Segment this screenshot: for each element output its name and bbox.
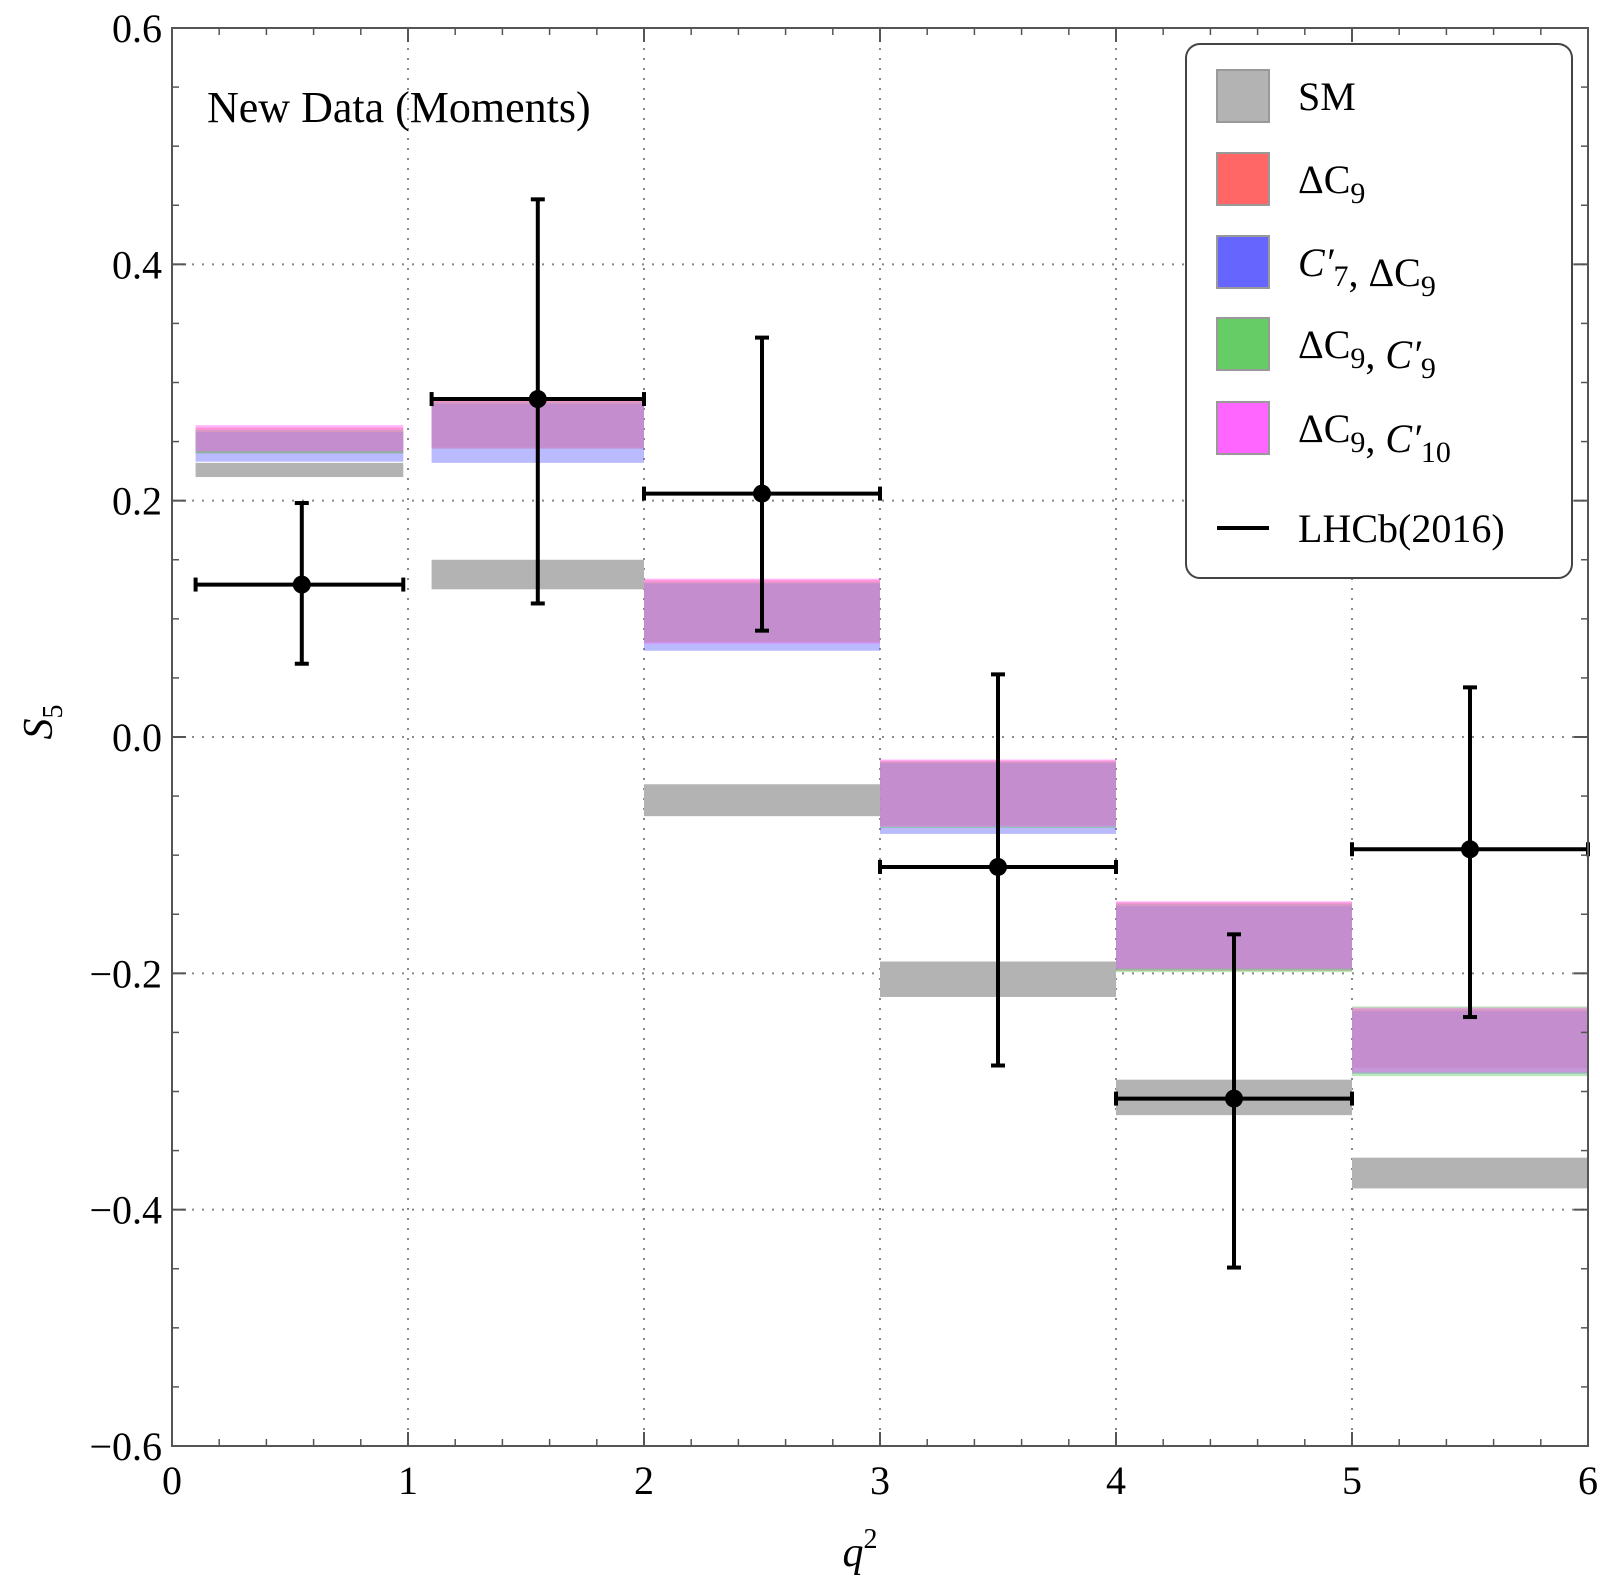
band-np2 <box>1352 1011 1588 1074</box>
lhcb-marker <box>753 484 771 503</box>
legend-label: LHCb(2016) <box>1298 506 1505 551</box>
lhcb-marker <box>989 857 1007 876</box>
band-sm <box>644 784 880 817</box>
x-tick-label: 1 <box>398 1458 418 1503</box>
legend-swatch <box>1216 235 1270 289</box>
band-np3 <box>195 429 404 454</box>
x-tick-label: 2 <box>634 1458 654 1503</box>
y-tick-label: 0.2 <box>112 479 162 524</box>
legend-entry: ΔC9, C′10 <box>1216 401 1451 469</box>
x-tick-label: 6 <box>1578 1458 1598 1503</box>
legend-frame <box>1185 43 1573 579</box>
axes-layer: 0 1 2 3 4 5 6 −0.6 −0.4 −0.2 0.0 0.2 0.4 0.6 <box>89 6 1598 1503</box>
y-axis-title-group: S5 <box>16 705 69 740</box>
lhcb-point <box>193 501 406 666</box>
chart-annotation: New Data (Moments) <box>207 83 591 132</box>
legend-entry: ΔC9, C′9 <box>1216 317 1436 385</box>
legend-entry: C′7, ΔC9 <box>1216 235 1436 303</box>
band-np1 <box>195 427 404 454</box>
legend-entry: LHCb(2016) <box>1217 506 1505 551</box>
lhcb-marker <box>528 390 547 409</box>
legend: SM ΔC9 C′7, ΔC9 ΔC9, C′9 ΔC9, C′10 LHCb(2016) <box>1185 43 1573 579</box>
legend-swatch <box>1216 401 1270 455</box>
y-tick-label: −0.2 <box>89 951 162 996</box>
legend-swatch <box>1216 152 1270 206</box>
legend-swatch <box>1216 69 1270 123</box>
lhcb-marker <box>292 575 311 594</box>
y-axis-title: S5 <box>16 705 69 740</box>
legend-label: ΔC9, C′9 <box>1298 322 1436 385</box>
y-tick-label: 0.6 <box>112 6 162 51</box>
legend-label: ΔC9, C′10 <box>1298 406 1451 469</box>
lhcb-point <box>878 672 1118 1068</box>
lhcb-point <box>642 335 882 633</box>
band-np2 <box>195 432 404 462</box>
lhcb-point <box>429 197 646 606</box>
x-tick-label: 0 <box>162 1458 182 1503</box>
band-np4 <box>195 425 404 452</box>
y-tick-label: 0.4 <box>112 242 162 287</box>
y-tick-label: −0.4 <box>89 1188 162 1233</box>
lhcb-point <box>1114 932 1354 1270</box>
x-tick-label: 4 <box>1106 1458 1126 1503</box>
measurement-layer <box>193 197 1590 1270</box>
legend-entry: ΔC9 <box>1216 152 1365 210</box>
y-tick-label: 0.0 <box>112 715 162 760</box>
legend-label: ΔC9 <box>1298 157 1365 210</box>
legend-label: SM <box>1298 74 1356 119</box>
legend-entry: SM <box>1216 69 1356 123</box>
lhcb-marker <box>1225 1089 1243 1108</box>
lhcb-marker <box>1461 840 1479 859</box>
band-sm <box>1352 1157 1588 1189</box>
x-tick-label: 5 <box>1342 1458 1362 1503</box>
x-axis-title: q2 <box>843 1524 878 1576</box>
y-tick-label: −0.6 <box>89 1424 162 1469</box>
band-sm <box>195 462 404 478</box>
legend-swatch <box>1216 317 1270 371</box>
x-tick-label: 3 <box>870 1458 890 1503</box>
legend-label: C′7, ΔC9 <box>1298 240 1436 303</box>
